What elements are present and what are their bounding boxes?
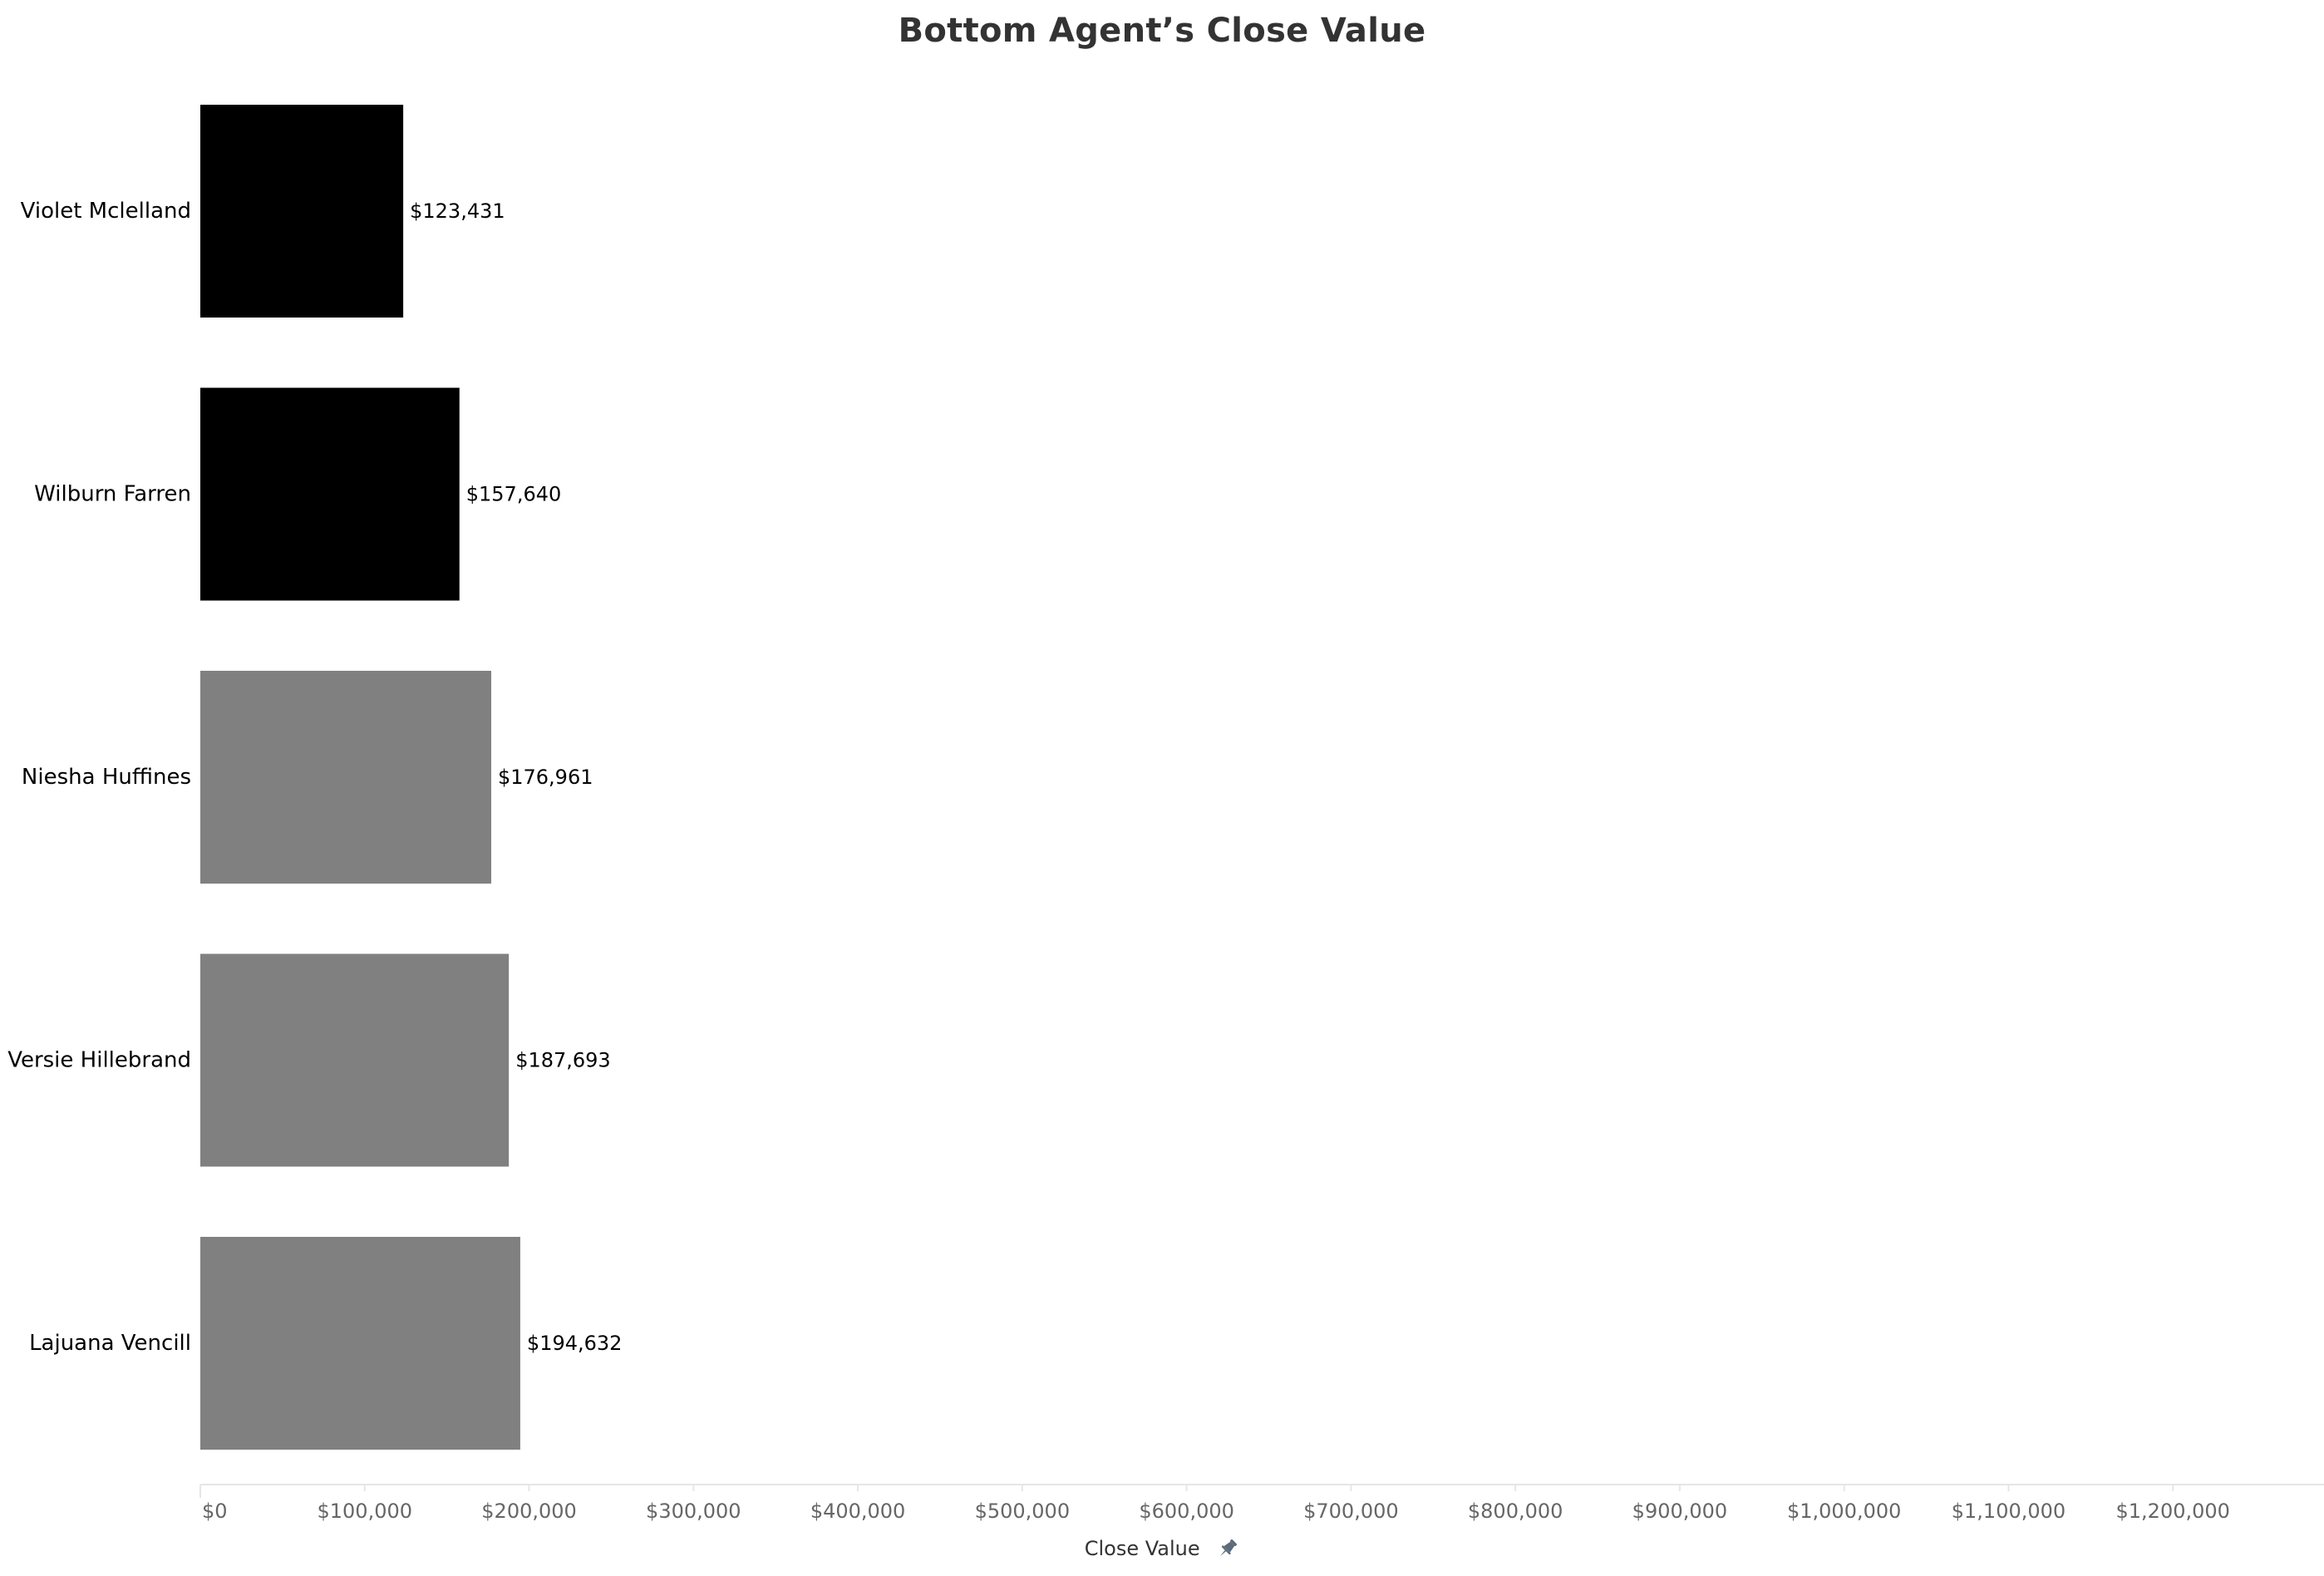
bar-value-label: $157,640 [466,483,562,506]
x-tick-label: $1,200,000 [2116,1500,2230,1523]
x-tick-label: $800,000 [1468,1500,1563,1523]
category-labels: Violet Mclelland Wilburn Farren Niesha Huf… [7,199,191,1356]
x-tick-label: $600,000 [1139,1500,1234,1523]
bar[interactable] [200,953,510,1167]
pin-icon[interactable] [1216,1537,1239,1560]
x-tick-label: $900,000 [1632,1500,1728,1523]
category-label: Violet Mclelland [21,199,191,224]
category-label: Wilburn Farren [34,482,191,507]
x-axis-title: Close Value [1084,1537,1200,1560]
bar-value-label: $187,693 [515,1049,611,1072]
x-tick-label: $1,000,000 [1787,1500,1901,1523]
x-tick-label: $300,000 [646,1500,741,1523]
x-tick-label: $400,000 [810,1500,906,1523]
x-tick-label: $500,000 [975,1500,1071,1523]
chart-title: Bottom Agent’s Close Value [898,12,1426,50]
value-labels: $123,431 $157,640 $176,961 $187,693 $194,632 [410,199,622,1355]
bar[interactable] [200,387,460,601]
bar-value-label: $176,961 [498,766,593,789]
bars-group [200,105,520,1450]
x-axis: $0 $100,000 $200,000 $300,000 $400,000 $500,0… [199,1484,2324,1523]
x-axis-title-row: Close Value [0,1536,2324,1560]
bar[interactable] [200,1237,520,1450]
category-label: Versie Hillebrand [7,1048,191,1073]
x-tick-label: $100,000 [318,1500,413,1523]
x-tick-label: $1,100,000 [1952,1500,2066,1523]
bar[interactable] [200,671,491,884]
category-label: Lajuana Vencill [29,1331,191,1356]
bar-value-label: $123,431 [410,199,505,223]
bar-value-label: $194,632 [527,1332,623,1355]
category-label: Niesha Huffines [22,765,191,790]
x-tick-label: $200,000 [481,1500,577,1523]
x-tick-label: $0 [202,1500,228,1523]
x-tick-label: $700,000 [1303,1500,1399,1523]
bar[interactable] [200,105,404,318]
